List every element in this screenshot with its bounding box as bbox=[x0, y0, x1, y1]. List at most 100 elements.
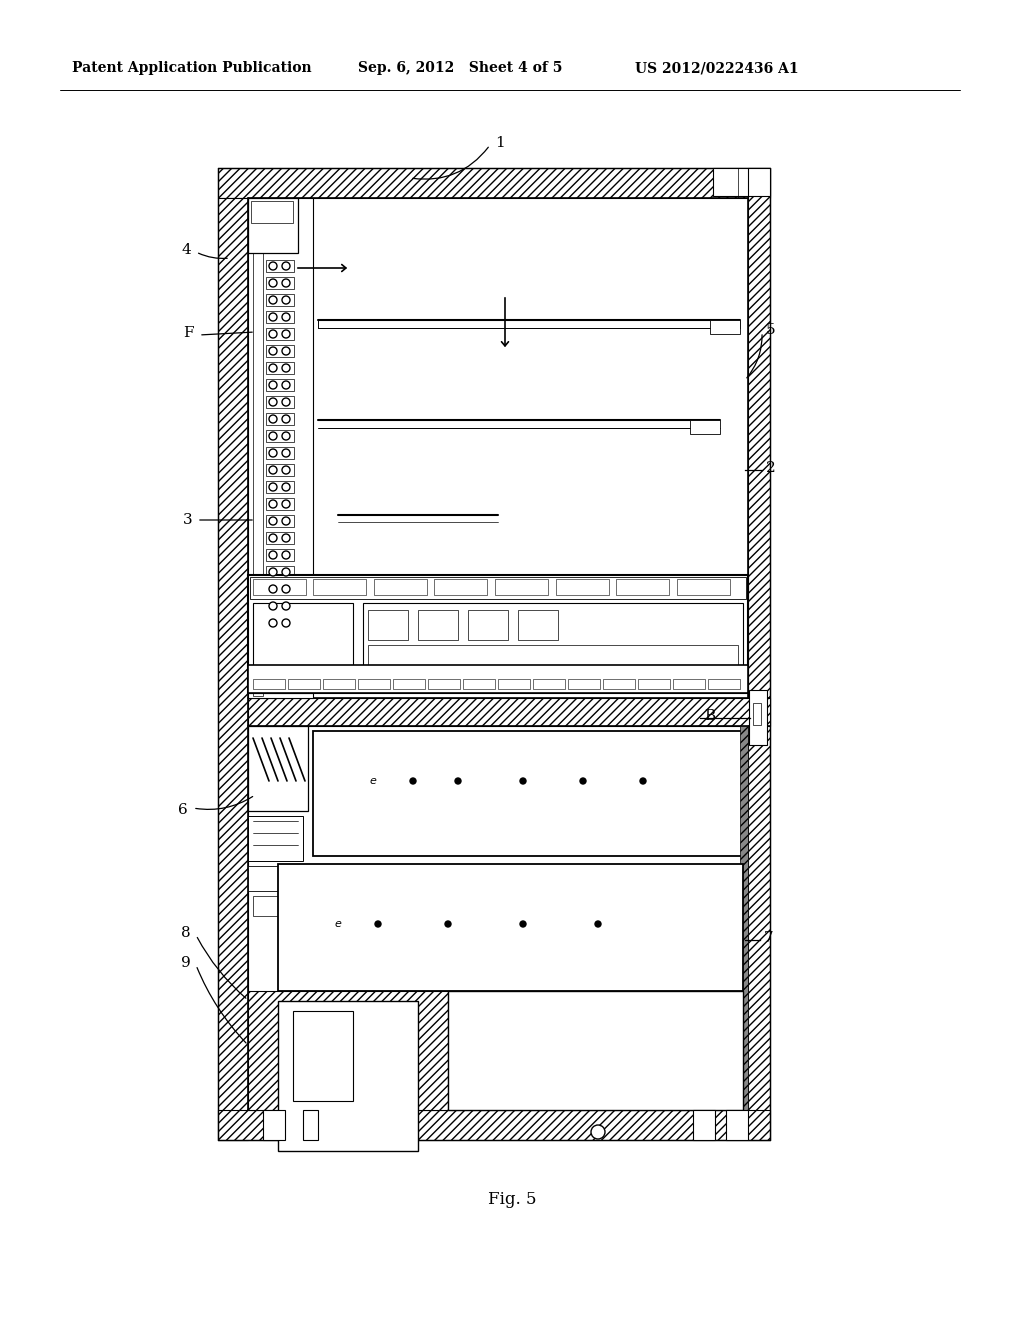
Bar bbox=[266, 327, 294, 341]
Circle shape bbox=[410, 777, 416, 784]
Bar bbox=[313, 731, 743, 855]
Bar bbox=[266, 312, 294, 323]
Bar bbox=[603, 678, 635, 689]
Circle shape bbox=[269, 466, 278, 474]
Bar bbox=[248, 198, 313, 698]
Circle shape bbox=[269, 364, 278, 372]
Bar bbox=[740, 726, 748, 1110]
Text: e: e bbox=[370, 776, 377, 785]
Circle shape bbox=[269, 261, 278, 271]
Bar bbox=[266, 465, 294, 477]
Circle shape bbox=[282, 585, 290, 593]
Bar bbox=[266, 260, 294, 272]
Bar bbox=[266, 480, 294, 492]
Bar bbox=[693, 1110, 715, 1140]
Circle shape bbox=[282, 517, 290, 525]
Bar bbox=[374, 579, 427, 595]
Bar bbox=[266, 601, 294, 612]
Bar bbox=[253, 678, 285, 689]
Bar bbox=[266, 379, 294, 391]
Bar bbox=[393, 678, 425, 689]
Bar bbox=[253, 201, 263, 696]
Circle shape bbox=[282, 381, 290, 389]
Circle shape bbox=[455, 777, 461, 784]
Bar bbox=[266, 396, 294, 408]
Circle shape bbox=[445, 921, 451, 927]
Bar bbox=[266, 277, 294, 289]
Text: 2: 2 bbox=[766, 461, 776, 475]
Circle shape bbox=[269, 500, 278, 508]
Bar bbox=[568, 678, 600, 689]
Text: 3: 3 bbox=[183, 513, 193, 527]
Bar bbox=[498, 678, 530, 689]
Bar bbox=[266, 362, 294, 374]
Bar bbox=[428, 678, 460, 689]
Bar bbox=[362, 603, 743, 682]
Bar bbox=[518, 610, 558, 640]
Bar bbox=[293, 1011, 353, 1101]
Bar bbox=[248, 866, 308, 891]
Bar bbox=[266, 430, 294, 442]
Bar bbox=[248, 198, 298, 253]
Circle shape bbox=[269, 568, 278, 576]
Bar bbox=[708, 678, 740, 689]
Circle shape bbox=[269, 330, 278, 338]
Circle shape bbox=[520, 921, 526, 927]
Bar bbox=[278, 1001, 418, 1151]
Bar bbox=[726, 1110, 748, 1140]
Circle shape bbox=[282, 602, 290, 610]
Bar bbox=[266, 549, 294, 561]
Circle shape bbox=[520, 777, 526, 784]
Text: 5: 5 bbox=[766, 323, 775, 337]
Bar bbox=[638, 678, 670, 689]
Circle shape bbox=[282, 466, 290, 474]
Bar bbox=[313, 579, 366, 595]
Bar bbox=[323, 678, 355, 689]
Text: Patent Application Publication: Patent Application Publication bbox=[72, 61, 311, 75]
Bar bbox=[616, 579, 669, 595]
Circle shape bbox=[269, 432, 278, 440]
Bar bbox=[710, 319, 740, 334]
Circle shape bbox=[269, 619, 278, 627]
Bar bbox=[468, 610, 508, 640]
Text: 9: 9 bbox=[181, 956, 191, 970]
Text: 4: 4 bbox=[181, 243, 191, 257]
Polygon shape bbox=[218, 198, 248, 1140]
Bar bbox=[713, 168, 770, 195]
Bar bbox=[266, 413, 294, 425]
Circle shape bbox=[282, 313, 290, 321]
Bar bbox=[253, 896, 298, 916]
Circle shape bbox=[375, 921, 381, 927]
Circle shape bbox=[282, 619, 290, 627]
Polygon shape bbox=[748, 168, 770, 1140]
Text: 8: 8 bbox=[181, 927, 191, 940]
Bar bbox=[248, 665, 748, 693]
Bar bbox=[248, 816, 303, 861]
Text: 1: 1 bbox=[495, 136, 505, 150]
Bar bbox=[288, 678, 319, 689]
Circle shape bbox=[640, 777, 646, 784]
Circle shape bbox=[580, 777, 586, 784]
Circle shape bbox=[282, 500, 290, 508]
Circle shape bbox=[269, 602, 278, 610]
Text: e: e bbox=[335, 919, 341, 929]
Bar bbox=[248, 638, 313, 693]
Circle shape bbox=[282, 330, 290, 338]
Bar bbox=[266, 294, 294, 306]
Bar bbox=[251, 201, 293, 223]
Circle shape bbox=[269, 313, 278, 321]
Bar bbox=[677, 579, 730, 595]
Bar bbox=[495, 579, 548, 595]
Circle shape bbox=[282, 568, 290, 576]
Text: Sep. 6, 2012   Sheet 4 of 5: Sep. 6, 2012 Sheet 4 of 5 bbox=[358, 61, 562, 75]
Circle shape bbox=[282, 449, 290, 457]
Circle shape bbox=[282, 347, 290, 355]
Text: 6: 6 bbox=[178, 803, 188, 817]
Circle shape bbox=[282, 414, 290, 422]
Bar bbox=[749, 690, 767, 744]
Circle shape bbox=[269, 517, 278, 525]
Circle shape bbox=[269, 296, 278, 304]
Circle shape bbox=[269, 279, 278, 286]
Circle shape bbox=[282, 279, 290, 286]
Bar bbox=[266, 532, 294, 544]
